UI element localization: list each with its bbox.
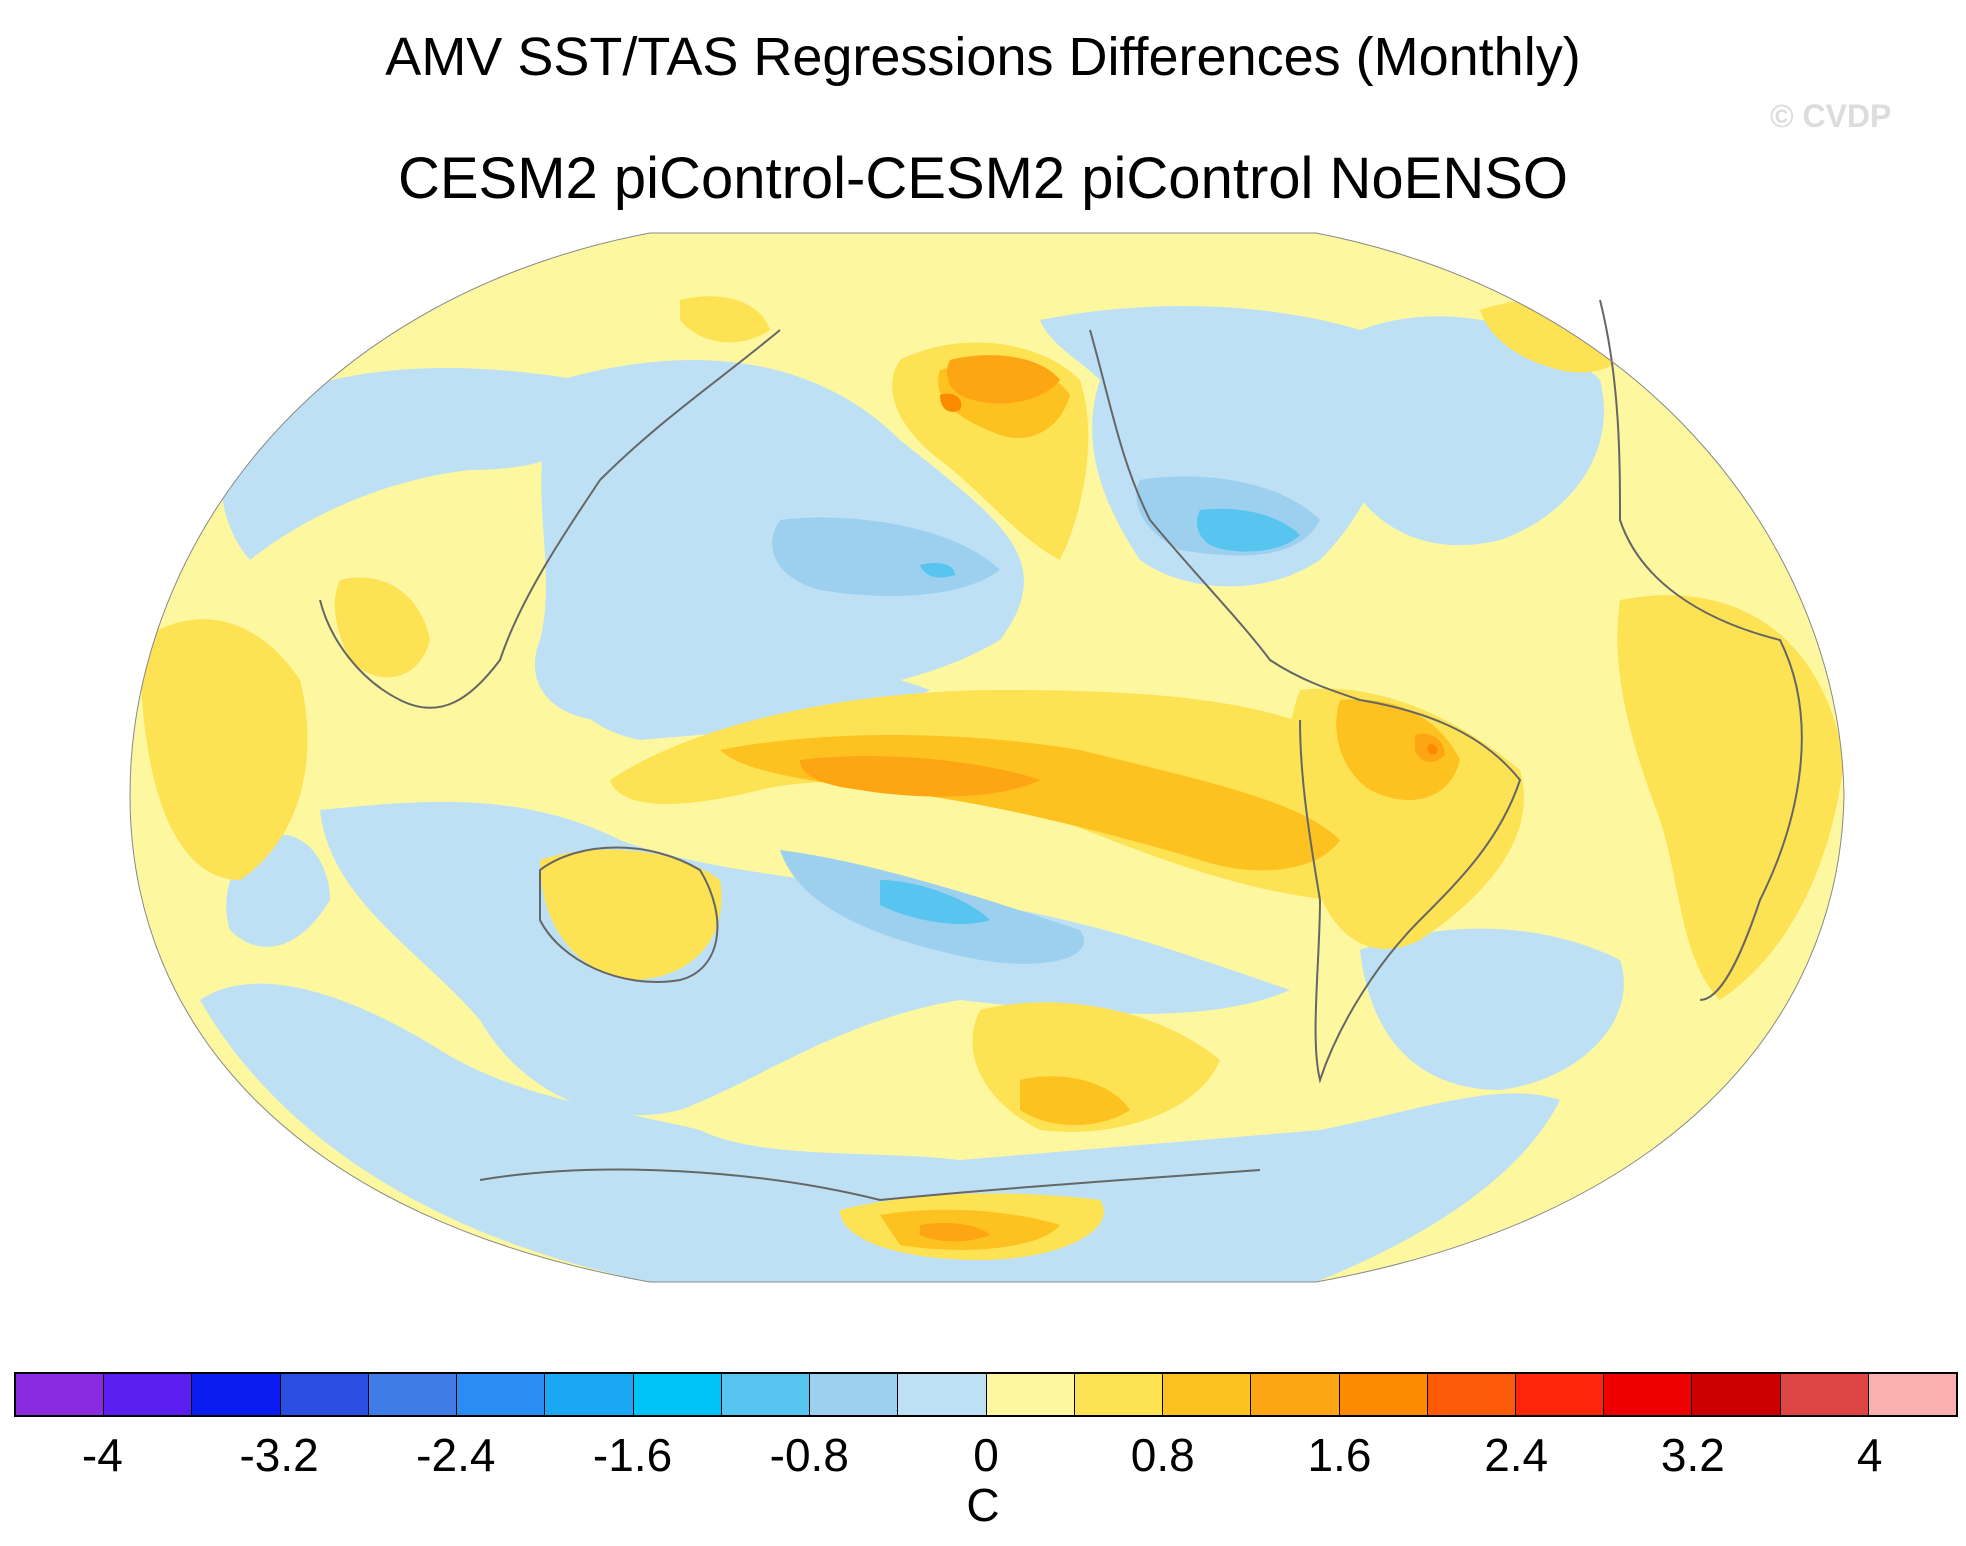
equatorial-pacific-max (800, 756, 1040, 797)
colorbar-box (898, 1374, 987, 1415)
colorbar-box (1427, 1374, 1516, 1415)
asia-negative (220, 368, 593, 560)
south-atlantic-negative (1360, 928, 1624, 1090)
colorbar-unit-label: C (966, 1479, 1000, 1531)
colorbar-tick-label: 4 (1856, 1429, 1883, 1481)
coastline-antarctica (479, 1168, 1261, 1202)
colorbar-tick-label: -1.6 (592, 1429, 673, 1481)
colorbar-box (192, 1374, 281, 1415)
colorbar-box (1692, 1374, 1781, 1415)
colorbar-box (1604, 1374, 1693, 1415)
colorbar-tick-labels: -4 -3.2 -2.4 -1.6 -0.8 0 0.8 1.6 2.4 3.2 4 (0, 1428, 1966, 1488)
colorbar-box (1163, 1374, 1252, 1415)
colorbar-box (16, 1374, 105, 1415)
colorbar-box (280, 1374, 369, 1415)
cvdp-watermark: © CVDP (1770, 98, 1892, 134)
coastlines (319, 299, 1803, 1202)
us-negative-max (1197, 508, 1300, 552)
map-border (129, 232, 1845, 1283)
north-atlantic-negative (1336, 316, 1604, 546)
colorbar-tick-label: -4 (81, 1429, 123, 1481)
map-subtitle: CESM2 piControl-CESM2 piControl NoENSO (397, 146, 1569, 211)
coastline-americas (1089, 329, 1522, 1084)
coastline-asia (319, 329, 781, 709)
north-pacific-negative-max (920, 563, 955, 578)
colorbar-box (810, 1374, 899, 1415)
colorbar-box (633, 1374, 722, 1415)
colorbar-box (1868, 1374, 1957, 1415)
colorbar (14, 1372, 1958, 1417)
alaska-max (940, 393, 962, 412)
colorbar-box (1251, 1374, 1340, 1415)
colorbar-tick-label: -0.8 (769, 1429, 849, 1481)
india-positive (334, 577, 430, 678)
colorbar-tick-label: 1.6 (1307, 1429, 1372, 1481)
south-east-pacific-core (1020, 1076, 1130, 1125)
colorbar-box (545, 1374, 634, 1415)
colorbar-tick-label: 2.4 (1484, 1429, 1549, 1481)
colorbar-box (1339, 1374, 1428, 1415)
colorbar-box (457, 1374, 546, 1415)
colorbar-box (721, 1374, 811, 1415)
colorbar-tick-label: 3.2 (1660, 1429, 1725, 1481)
australia-positive (540, 849, 722, 980)
coastline-australia (539, 846, 719, 983)
coastline-africa-europe (1599, 299, 1803, 1001)
amazon-positive-core (1336, 699, 1460, 800)
colorbar-tick-label: 0.8 (1130, 1429, 1195, 1481)
siberia-positive (680, 296, 770, 343)
colorbar-tick-label: -3.2 (239, 1429, 319, 1481)
colorbar-tick-label: -2.4 (416, 1429, 496, 1481)
map-title: AMV SST/TAS Regressions Differences (Mon… (385, 27, 1581, 87)
colorbar-box (1515, 1374, 1605, 1415)
colorbar-box (986, 1374, 1075, 1415)
colorbar-box (368, 1374, 458, 1415)
colorbar-box (1780, 1374, 1869, 1415)
africa-positive (1617, 595, 1844, 1000)
west-asia-positive (140, 619, 308, 880)
colorbar-box (104, 1374, 193, 1415)
map-fill (130, 233, 1844, 1282)
alaska-positive-max (947, 355, 1060, 404)
antarctic-positive-max (920, 1223, 990, 1242)
colorbar-box (1074, 1374, 1164, 1415)
guiana-max (1427, 744, 1438, 755)
south-pacific-negative-max (880, 880, 990, 925)
colorbar-tick-label: 0 (973, 1429, 999, 1481)
southern-ocean-negative (200, 983, 1560, 1282)
